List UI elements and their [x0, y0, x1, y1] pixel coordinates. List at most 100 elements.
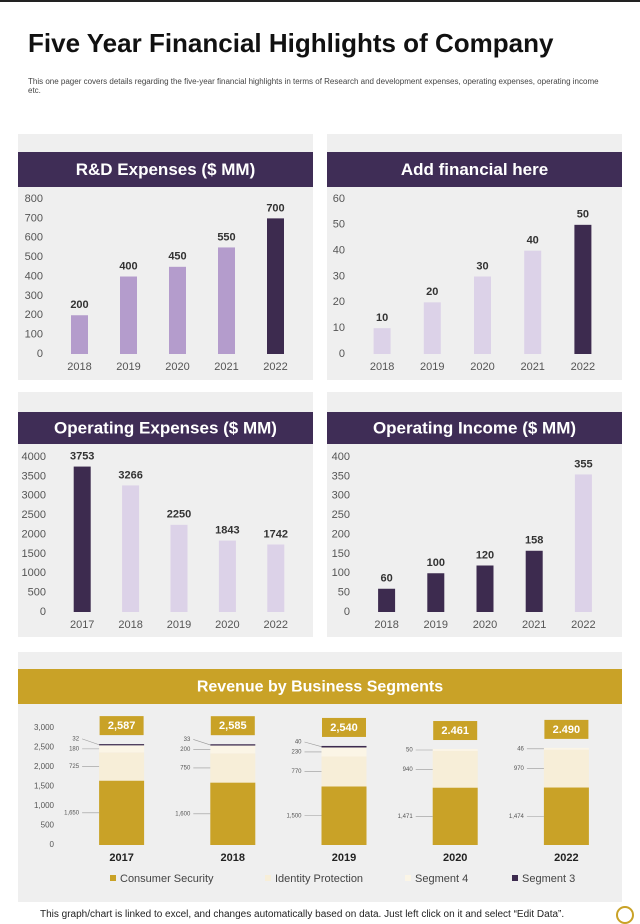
bar	[373, 328, 391, 354]
y-tick-label: 1500	[22, 548, 46, 560]
chart-title: Operating Income ($ MM)	[373, 418, 576, 437]
data-label: 400	[119, 260, 137, 272]
leader-line	[193, 739, 211, 746]
x-tick-label: 2022	[571, 619, 595, 631]
bar-segment	[99, 744, 145, 746]
bar-segment	[99, 745, 145, 753]
y-tick-label: 300	[332, 490, 350, 502]
y-tick-label: 300	[25, 290, 43, 302]
bar-segment	[321, 747, 367, 757]
x-tick-label: 2020	[215, 619, 239, 631]
bar	[218, 540, 236, 612]
chart-title: R&D Expenses ($ MM)	[76, 160, 255, 179]
data-label: 2250	[167, 509, 191, 521]
x-tick-label: 2020	[470, 361, 494, 373]
data-label: 30	[476, 260, 488, 272]
bar	[170, 524, 188, 612]
data-label: 1742	[264, 528, 288, 540]
legend-marker	[405, 875, 411, 881]
panel-header	[18, 669, 622, 704]
data-label: 50	[577, 209, 589, 221]
x-tick-label: 2019	[424, 619, 448, 631]
data-label: 1843	[215, 524, 239, 536]
footer-note: This graph/chart is linked to excel, and…	[40, 909, 565, 920]
bar-segment	[432, 750, 478, 788]
data-label: 550	[217, 231, 235, 243]
bar-segment	[321, 745, 367, 748]
y-tick-label: 700	[25, 212, 43, 224]
legend-marker	[265, 875, 271, 881]
total-box	[433, 721, 478, 741]
bar	[574, 224, 592, 354]
y-tick-label: 3000	[22, 490, 46, 502]
y-tick-label: 200	[25, 309, 43, 321]
y-tick-label: 2000	[22, 528, 46, 540]
bar-segment	[210, 753, 256, 783]
x-tick-label: 2022	[263, 361, 287, 373]
data-label: 120	[476, 549, 494, 561]
data-label: 40	[527, 235, 539, 247]
y-tick-label: 400	[332, 451, 350, 463]
bar-segment	[432, 749, 478, 751]
x-tick-label: 2020	[165, 361, 189, 373]
y-tick-label: 0	[40, 606, 46, 618]
bar	[267, 218, 284, 354]
total-label: 2.490	[553, 724, 581, 736]
segment-label: 230	[291, 750, 302, 756]
segment-label: 46	[517, 746, 524, 752]
y-tick-label: 200	[332, 528, 350, 540]
bar-segment	[543, 749, 589, 788]
bar	[476, 565, 494, 612]
y-tick-label: 10	[333, 322, 345, 334]
y-tick-label: 30	[333, 270, 345, 282]
bar	[427, 573, 445, 612]
bar	[122, 485, 140, 612]
y-tick-label: 1,000	[34, 801, 55, 810]
legend-label: Identity Protection	[275, 873, 363, 885]
data-label: 355	[574, 458, 592, 470]
panel-header	[327, 152, 622, 187]
x-tick-label: 2017	[70, 619, 94, 631]
bar	[574, 474, 592, 612]
panel-header	[18, 412, 313, 444]
segment-label: 32	[72, 736, 79, 742]
segment-label: 940	[403, 767, 414, 773]
y-tick-label: 0	[344, 606, 350, 618]
bar-segment	[543, 787, 589, 845]
y-tick-label: 3,000	[34, 723, 55, 732]
bar-segment	[99, 752, 145, 781]
total-label: 2,587	[108, 720, 136, 732]
y-tick-label: 20	[333, 296, 345, 308]
y-tick-label: 2,500	[34, 743, 55, 752]
chart-title: Revenue by Business Segments	[197, 679, 443, 696]
panel-header	[18, 152, 313, 187]
page-title: Five Year Financial Highlights of Compan…	[28, 28, 554, 58]
y-tick-label: 500	[41, 821, 55, 830]
y-tick-label: 50	[333, 219, 345, 231]
leader-line	[304, 741, 322, 748]
x-tick-label: 2020	[473, 619, 497, 631]
y-tick-label: 100	[332, 567, 350, 579]
segment-label: 770	[291, 769, 302, 775]
bar	[524, 250, 542, 354]
bar-segment	[210, 782, 256, 845]
x-tick-label: 2019	[420, 361, 444, 373]
leader-line	[82, 738, 100, 746]
segment-label: 200	[180, 747, 191, 753]
bar-segment	[543, 747, 589, 750]
x-tick-label: 2022	[264, 619, 288, 631]
total-box	[99, 716, 144, 736]
data-label: 60	[380, 573, 392, 585]
y-tick-label: 1,500	[34, 782, 55, 791]
x-tick-label: 2018	[221, 852, 245, 864]
data-label: 3753	[70, 450, 94, 462]
y-tick-label: 500	[28, 587, 46, 599]
bar-segment	[432, 787, 478, 845]
segment-label: 1,471	[398, 814, 414, 820]
total-label: 2.461	[441, 725, 469, 737]
total-box	[210, 716, 255, 736]
x-tick-label: 2018	[118, 619, 142, 631]
y-tick-label: 150	[332, 548, 350, 560]
x-tick-label: 2022	[554, 852, 578, 864]
